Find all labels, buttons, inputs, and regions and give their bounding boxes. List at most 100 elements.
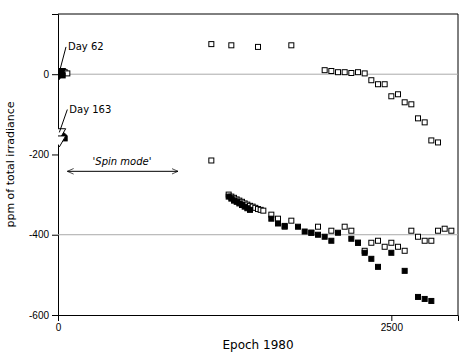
point	[449, 228, 454, 233]
tick: 0	[43, 69, 58, 80]
point	[422, 238, 427, 243]
annotation-marker	[58, 69, 66, 80]
axis-line	[59, 316, 459, 322]
point	[269, 216, 274, 221]
x-axis-label: Epoch 1980	[222, 338, 293, 352]
point	[402, 268, 407, 273]
reference-line	[58, 234, 458, 235]
annotations: Day 62 Day 163 'Spin mode'	[59, 41, 178, 171]
point	[422, 296, 427, 301]
point	[289, 218, 294, 223]
point	[256, 44, 261, 49]
series	[62, 42, 440, 145]
tick-mark	[52, 154, 58, 155]
point	[376, 238, 381, 243]
plot-frame	[458, 14, 459, 315]
point	[382, 244, 387, 249]
point	[429, 138, 434, 143]
point	[209, 158, 214, 163]
tick-label: 0	[43, 69, 49, 80]
point	[329, 228, 334, 233]
point	[309, 230, 314, 235]
point	[436, 140, 441, 145]
point	[416, 294, 421, 299]
point	[282, 224, 287, 229]
point	[276, 216, 281, 221]
point	[342, 224, 347, 229]
tick: 0	[56, 315, 62, 333]
point	[422, 120, 427, 125]
tick-mark	[52, 74, 58, 75]
point	[429, 238, 434, 243]
point	[336, 230, 341, 235]
x-axis: 0 2500	[56, 315, 459, 333]
point	[409, 102, 414, 107]
point	[382, 82, 387, 87]
axis-line	[52, 15, 59, 316]
point	[261, 208, 266, 213]
point	[376, 264, 381, 269]
tick-mark	[52, 235, 58, 236]
plot-frame	[58, 14, 458, 15]
annotation-connector	[59, 47, 66, 72]
point	[396, 244, 401, 249]
point	[416, 234, 421, 239]
point	[282, 223, 287, 228]
point	[322, 68, 327, 73]
point	[276, 221, 281, 226]
point	[336, 70, 341, 75]
tick: -200	[29, 149, 58, 160]
point	[356, 240, 361, 245]
point	[349, 236, 354, 241]
point	[409, 228, 414, 233]
point	[209, 42, 214, 47]
tick: -400	[29, 229, 58, 240]
point	[289, 43, 294, 48]
plot-area: 0 2500 -600 -400 -200 0 Day 62 Day 163 'Spin mod…	[29, 14, 459, 333]
point	[402, 100, 407, 105]
tick: -600	[29, 310, 58, 321]
point	[296, 224, 301, 229]
annotation-text: Day 163	[69, 104, 111, 115]
point	[442, 226, 447, 231]
point	[302, 229, 307, 234]
tick: 2500	[381, 315, 404, 333]
point	[329, 238, 334, 243]
tick-label: 0	[56, 322, 62, 333]
point	[369, 240, 374, 245]
point	[362, 71, 367, 76]
point	[349, 228, 354, 233]
point	[436, 228, 441, 233]
annotation-text: 'Spin mode'	[93, 156, 152, 167]
chart: 0 2500 -600 -400 -200 0 Day 62 Day 163 'Spin mod…	[0, 0, 474, 357]
tick-label: -400	[29, 229, 49, 240]
point	[316, 224, 321, 229]
point	[369, 256, 374, 261]
series	[58, 130, 434, 304]
point	[356, 70, 361, 75]
point	[329, 68, 334, 73]
point	[342, 70, 347, 75]
point	[402, 248, 407, 253]
point	[248, 207, 253, 212]
point	[389, 250, 394, 255]
point	[369, 78, 374, 83]
annotation-arrow	[67, 171, 178, 172]
y-axis-label: ppm of total irradiance	[4, 101, 17, 227]
tick-label: 2500	[381, 322, 404, 333]
marks	[58, 42, 458, 304]
tick-mark	[52, 315, 58, 316]
point	[362, 250, 367, 255]
point	[322, 234, 327, 239]
point	[376, 82, 381, 87]
point	[316, 232, 321, 237]
tick-label: -600	[29, 310, 49, 321]
point	[429, 298, 434, 303]
annotation-text: Day 62	[68, 41, 104, 52]
point	[229, 43, 234, 48]
point	[396, 92, 401, 97]
y-axis: -600 -400 -200 0	[29, 15, 59, 321]
series	[209, 158, 454, 253]
point	[349, 70, 354, 75]
annotation-marker	[58, 136, 66, 147]
